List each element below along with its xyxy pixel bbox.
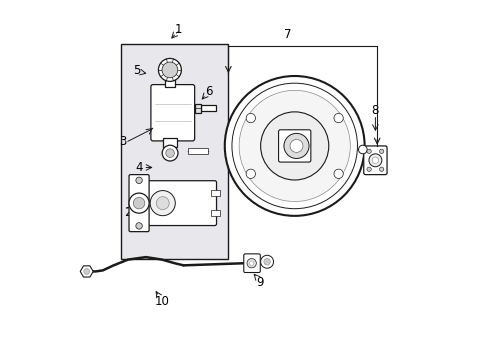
Text: 7: 7 — [283, 28, 291, 41]
Circle shape — [260, 255, 273, 268]
Circle shape — [368, 154, 381, 167]
Bar — [187, 148, 207, 154]
Bar — [195, 104, 201, 113]
Circle shape — [224, 76, 364, 216]
Circle shape — [150, 190, 175, 216]
Bar — [211, 190, 220, 196]
Circle shape — [358, 145, 366, 154]
Circle shape — [245, 169, 255, 179]
Circle shape — [333, 113, 343, 123]
Text: 8: 8 — [371, 104, 378, 117]
Text: 6: 6 — [205, 85, 213, 98]
Circle shape — [83, 269, 89, 274]
Bar — [163, 138, 177, 147]
Circle shape — [239, 90, 349, 202]
Circle shape — [133, 197, 144, 209]
Bar — [201, 105, 215, 111]
FancyBboxPatch shape — [151, 85, 194, 141]
Text: 10: 10 — [154, 295, 169, 308]
Polygon shape — [80, 266, 93, 277]
Circle shape — [379, 167, 383, 171]
Text: 5: 5 — [133, 64, 141, 77]
FancyBboxPatch shape — [129, 175, 149, 231]
Circle shape — [136, 177, 142, 184]
FancyBboxPatch shape — [142, 181, 216, 226]
Circle shape — [158, 58, 181, 81]
Circle shape — [366, 149, 370, 153]
Circle shape — [366, 167, 370, 171]
FancyBboxPatch shape — [278, 130, 310, 162]
Circle shape — [333, 169, 343, 179]
Circle shape — [289, 139, 303, 152]
Circle shape — [136, 223, 142, 229]
Circle shape — [379, 149, 383, 153]
Bar — [211, 210, 220, 216]
FancyBboxPatch shape — [363, 146, 386, 175]
Text: 2: 2 — [123, 207, 131, 220]
Bar — [121, 44, 228, 259]
Circle shape — [246, 258, 256, 268]
Text: 3: 3 — [120, 135, 127, 148]
Circle shape — [162, 62, 178, 78]
Text: 9: 9 — [255, 276, 263, 289]
Bar — [164, 79, 175, 87]
Circle shape — [165, 149, 174, 157]
Circle shape — [249, 261, 253, 265]
Circle shape — [231, 83, 357, 209]
FancyBboxPatch shape — [244, 254, 260, 273]
Text: 4: 4 — [135, 161, 142, 174]
Circle shape — [129, 193, 149, 213]
Circle shape — [371, 157, 378, 163]
Circle shape — [284, 134, 308, 158]
Text: 1: 1 — [174, 23, 182, 36]
Circle shape — [260, 112, 328, 180]
Circle shape — [245, 113, 255, 123]
Circle shape — [264, 258, 270, 265]
Circle shape — [156, 197, 169, 210]
Circle shape — [162, 145, 178, 161]
